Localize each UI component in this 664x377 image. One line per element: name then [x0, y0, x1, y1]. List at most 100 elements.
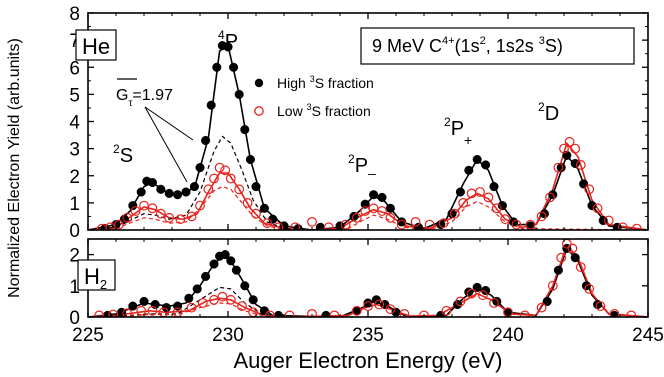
h2-point-low — [609, 309, 620, 317]
he-point-low — [525, 219, 536, 230]
he-point-low — [491, 203, 502, 214]
h2-point-high — [161, 303, 171, 313]
he-point-low — [273, 222, 284, 230]
h2-point-high — [209, 259, 219, 269]
h2-point-low — [186, 302, 197, 313]
he-point-high — [447, 209, 457, 219]
he-point-low — [396, 219, 407, 230]
he-point-low — [617, 222, 628, 230]
he-point-low — [139, 200, 149, 211]
he-point-low — [251, 208, 261, 219]
h2-point-high — [259, 306, 269, 316]
legend-marker-low — [254, 106, 264, 116]
he-point-low — [130, 206, 141, 216]
he-point-high — [212, 62, 222, 72]
he-condition-box: 9 MeV C4+(1s2, 1s2s 3S) — [360, 27, 635, 65]
he-ytick-label: 0 — [69, 221, 80, 242]
legend-marker-high — [254, 78, 264, 88]
he-point-low — [147, 203, 158, 214]
he-ytick-label: 7 — [69, 31, 80, 52]
x-axis-label: Auger Electron Energy (eV) — [233, 348, 502, 373]
he-point-low — [385, 212, 396, 223]
he-point-low — [575, 159, 586, 170]
x-tick-label: 225 — [72, 325, 104, 346]
h2-point-high — [321, 310, 331, 317]
he-fit-line-2 — [88, 135, 313, 230]
he-point-high — [206, 100, 216, 110]
he-point-low — [475, 187, 485, 197]
x-tick-label: 245 — [632, 325, 664, 346]
he-point-low — [449, 208, 460, 219]
h2-point-high — [139, 296, 149, 306]
h2-point-low — [225, 294, 236, 305]
he-point-low — [483, 192, 494, 203]
he-point-high — [489, 182, 499, 192]
he-fit-line-3 — [88, 186, 648, 230]
h2-point-high — [481, 285, 491, 296]
y-axis-label: Normalized Electron Yield (arb.units) — [6, 38, 23, 298]
h2-point-high — [192, 284, 202, 294]
he-point-high — [360, 199, 370, 209]
he-point-low — [603, 215, 614, 226]
h2-point-low — [329, 310, 340, 317]
he-ytick-label: 6 — [69, 58, 80, 79]
he-point-low — [351, 212, 362, 223]
legend: High 3S fraction Low 3S fraction — [254, 74, 374, 119]
h2-point-high — [436, 310, 446, 317]
he-point-high — [369, 190, 379, 200]
h2-point-low — [584, 284, 595, 294]
he-axis-ticks: 0 1 2 3 4 5 6 7 8 — [69, 4, 649, 242]
he-point-high — [397, 217, 407, 227]
h2-point-low — [441, 305, 452, 316]
h2-point-low — [547, 280, 558, 291]
he-point-low — [209, 173, 219, 184]
he-point-low — [214, 162, 225, 173]
he-point-low — [155, 208, 166, 219]
he-point-high — [279, 221, 289, 230]
he-point-low — [323, 222, 334, 230]
legend-label-low: Low 3S fraction — [277, 102, 371, 119]
he-ytick-label: 4 — [69, 113, 80, 134]
he-point-high — [251, 182, 261, 192]
h2-point-high — [472, 282, 482, 292]
peak-label-2P-minus: 2P– — [348, 152, 376, 181]
h2-point-low — [385, 304, 396, 315]
he-point-high — [259, 203, 269, 213]
he-point-high — [128, 201, 138, 211]
he-point-low — [164, 212, 175, 223]
h2-fit-line-3 — [88, 302, 648, 317]
he-ytick-label: 1 — [69, 194, 80, 215]
he-label-text: He — [82, 34, 110, 59]
h2-ytick-label: 1 — [69, 277, 80, 298]
panel-h2: 0 1 2 H2 — [69, 238, 649, 329]
h2-point-low — [351, 305, 362, 316]
he-point-low — [105, 222, 116, 230]
he-point-high — [173, 190, 183, 200]
x-tick-labels: 225 230 235 240 245 — [72, 325, 664, 346]
h2-point-low — [536, 302, 547, 313]
h2-point-low — [519, 310, 530, 317]
he-point-low — [511, 219, 522, 230]
h2-point-low — [466, 288, 477, 299]
h2-point-low — [197, 298, 208, 308]
he-ytick-label: 3 — [69, 140, 80, 161]
he-ytick-label: 8 — [69, 4, 80, 25]
peak-label-2D: 2D — [538, 100, 559, 125]
he-point-high — [377, 192, 387, 202]
he-point-high — [497, 201, 507, 211]
peak-label-2S: 2S — [113, 142, 133, 167]
he-point-high — [570, 158, 580, 169]
he-point-low — [195, 200, 205, 211]
he-point-high — [481, 160, 491, 170]
he-point-low — [262, 218, 273, 229]
h2-point-high — [240, 281, 250, 291]
h2-point-high — [542, 296, 552, 306]
h2-point-low — [122, 308, 133, 317]
h2-point-high — [231, 265, 241, 275]
he-point-low — [340, 219, 351, 230]
h2-point-low — [399, 309, 410, 317]
he-point-low — [113, 219, 124, 230]
he-point-low — [584, 184, 595, 195]
he-point-high — [240, 125, 250, 135]
he-point-low — [536, 211, 547, 222]
